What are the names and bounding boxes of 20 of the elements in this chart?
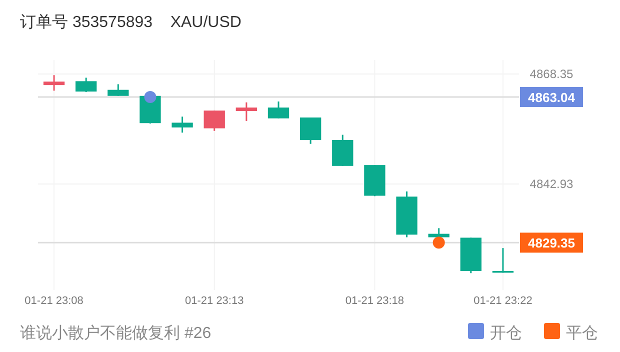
chart-title: 订单号 353575893 XAU/USD (20, 13, 242, 31)
candlestick (236, 102, 258, 122)
candlestick (268, 100, 290, 120)
candlestick (204, 110, 225, 132)
x-tick-label: 01-21 23:08 (24, 295, 84, 307)
candlestick (108, 83, 129, 97)
legend-label: 开仓 (490, 325, 522, 342)
y-tick-label: 4868.35 (530, 67, 574, 82)
x-tick-label: 01-21 23:22 (474, 295, 532, 307)
text: 谁说小散户不能做复利 #26 (20, 324, 212, 342)
x-tick-label: 01-21 23:13 (185, 295, 244, 307)
x-tick-label: 01-21 23:18 (345, 295, 404, 307)
ref-line-label: 4829.35 (528, 236, 575, 251)
ref-line-label: 4863.04 (528, 90, 576, 106)
y-tick-label: 4842.93 (530, 176, 574, 191)
candlestick (76, 76, 97, 93)
legend-label: 平仓 (566, 325, 598, 342)
candlestick (43, 74, 65, 92)
candlestick (172, 116, 193, 134)
candlestick (300, 116, 322, 145)
